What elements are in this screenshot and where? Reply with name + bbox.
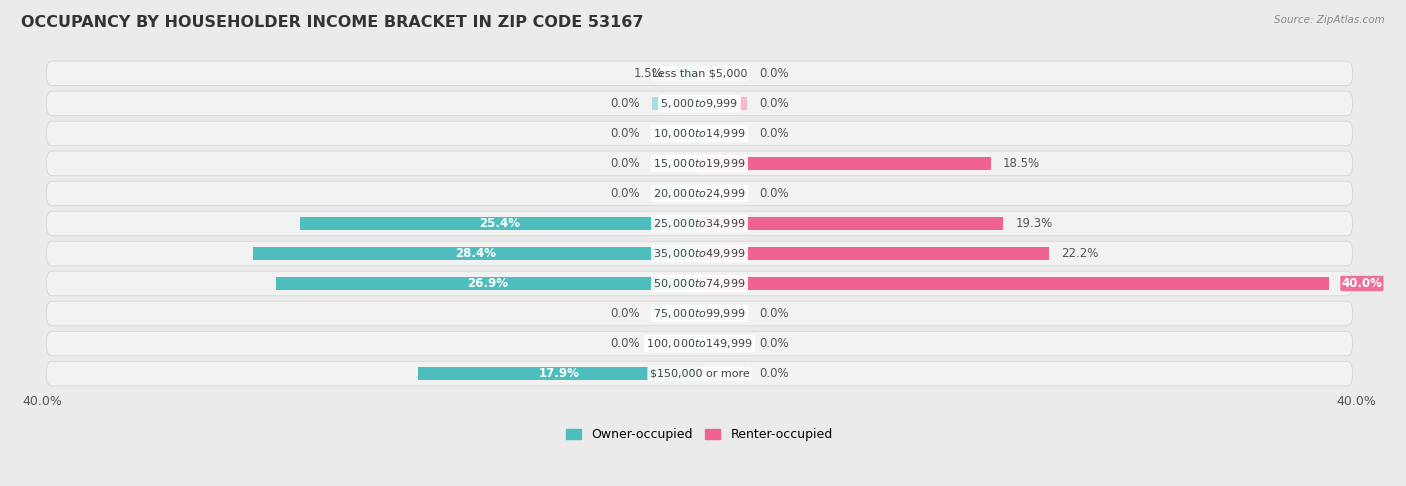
FancyBboxPatch shape — [46, 301, 1353, 326]
Bar — [699, 97, 747, 110]
Text: 0.0%: 0.0% — [759, 337, 789, 350]
Bar — [652, 127, 699, 140]
Text: 0.0%: 0.0% — [759, 367, 789, 380]
Bar — [652, 97, 699, 110]
Text: Source: ZipAtlas.com: Source: ZipAtlas.com — [1274, 15, 1385, 25]
Bar — [652, 337, 699, 350]
FancyBboxPatch shape — [46, 331, 1353, 356]
Bar — [699, 127, 747, 140]
Text: 19.3%: 19.3% — [1015, 217, 1053, 230]
Text: 25.4%: 25.4% — [479, 217, 520, 230]
Text: Less than $5,000: Less than $5,000 — [652, 69, 747, 78]
Bar — [276, 277, 699, 290]
FancyBboxPatch shape — [46, 61, 1353, 86]
FancyBboxPatch shape — [46, 271, 1353, 296]
Text: 26.9%: 26.9% — [467, 277, 509, 290]
Bar — [699, 247, 1049, 260]
Text: 0.0%: 0.0% — [610, 307, 640, 320]
Text: 40.0%: 40.0% — [1341, 277, 1382, 290]
Text: 0.0%: 0.0% — [610, 127, 640, 140]
Text: $150,000 or more: $150,000 or more — [650, 368, 749, 379]
Text: 17.9%: 17.9% — [538, 367, 579, 380]
Text: $10,000 to $14,999: $10,000 to $14,999 — [654, 127, 745, 140]
FancyBboxPatch shape — [46, 361, 1353, 386]
FancyBboxPatch shape — [46, 241, 1353, 266]
Text: 18.5%: 18.5% — [1002, 157, 1040, 170]
Bar — [699, 157, 991, 170]
Bar — [699, 367, 747, 380]
Text: 0.0%: 0.0% — [759, 97, 789, 110]
Bar — [299, 217, 699, 230]
Text: 0.0%: 0.0% — [759, 67, 789, 80]
FancyBboxPatch shape — [46, 91, 1353, 116]
Bar — [652, 187, 699, 200]
Text: $100,000 to $149,999: $100,000 to $149,999 — [647, 337, 752, 350]
Text: 40.0%: 40.0% — [1336, 395, 1376, 408]
Bar — [676, 67, 699, 80]
Text: 0.0%: 0.0% — [759, 127, 789, 140]
Bar — [699, 307, 747, 320]
Bar — [699, 217, 1002, 230]
Text: 0.0%: 0.0% — [610, 97, 640, 110]
Bar — [652, 157, 699, 170]
Text: 0.0%: 0.0% — [759, 187, 789, 200]
FancyBboxPatch shape — [46, 181, 1353, 206]
Bar — [699, 277, 1329, 290]
Text: $5,000 to $9,999: $5,000 to $9,999 — [661, 97, 738, 110]
Text: 0.0%: 0.0% — [610, 187, 640, 200]
FancyBboxPatch shape — [46, 121, 1353, 146]
Text: $25,000 to $34,999: $25,000 to $34,999 — [654, 217, 745, 230]
Bar — [652, 307, 699, 320]
Text: OCCUPANCY BY HOUSEHOLDER INCOME BRACKET IN ZIP CODE 53167: OCCUPANCY BY HOUSEHOLDER INCOME BRACKET … — [21, 15, 644, 30]
Text: $15,000 to $19,999: $15,000 to $19,999 — [654, 157, 745, 170]
Bar — [699, 67, 747, 80]
Text: $35,000 to $49,999: $35,000 to $49,999 — [654, 247, 745, 260]
Bar — [699, 187, 747, 200]
Text: $20,000 to $24,999: $20,000 to $24,999 — [654, 187, 745, 200]
Bar — [253, 247, 699, 260]
Text: 0.0%: 0.0% — [759, 307, 789, 320]
Text: 1.5%: 1.5% — [634, 67, 664, 80]
Text: 0.0%: 0.0% — [610, 157, 640, 170]
Text: 40.0%: 40.0% — [22, 395, 63, 408]
Bar — [418, 367, 699, 380]
FancyBboxPatch shape — [46, 151, 1353, 176]
Text: 0.0%: 0.0% — [610, 337, 640, 350]
Text: 28.4%: 28.4% — [456, 247, 496, 260]
FancyBboxPatch shape — [46, 211, 1353, 236]
Text: $50,000 to $74,999: $50,000 to $74,999 — [654, 277, 745, 290]
Bar — [699, 337, 747, 350]
Text: 22.2%: 22.2% — [1062, 247, 1098, 260]
Legend: Owner-occupied, Renter-occupied: Owner-occupied, Renter-occupied — [567, 428, 832, 441]
Text: $75,000 to $99,999: $75,000 to $99,999 — [654, 307, 745, 320]
